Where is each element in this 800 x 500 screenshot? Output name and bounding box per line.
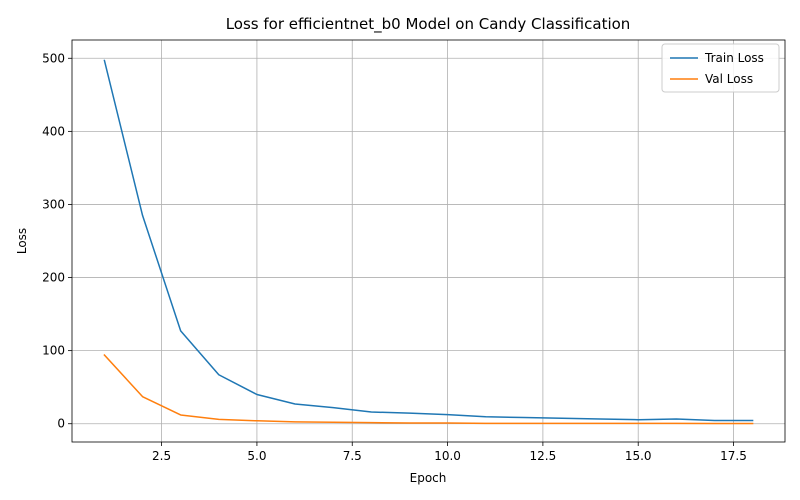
legend-box bbox=[661, 43, 780, 93]
legend: Train Loss Val Loss bbox=[661, 43, 780, 93]
chart-title: Loss for efficientnet_b0 Model on Candy … bbox=[226, 15, 631, 34]
x-tick-label: 7.5 bbox=[343, 449, 362, 463]
x-tick-label: 10.0 bbox=[434, 449, 461, 463]
series-line-val-loss bbox=[103, 353, 754, 425]
y-tick-label: 500 bbox=[42, 51, 65, 65]
series-line-train-loss bbox=[103, 59, 754, 422]
plot-area-frame bbox=[71, 39, 786, 443]
x-tick-label: 12.5 bbox=[530, 449, 557, 463]
legend-label: Train Loss bbox=[704, 51, 764, 65]
legend-label: Val Loss bbox=[705, 72, 753, 86]
x-tick-label: 15.0 bbox=[625, 449, 652, 463]
axis-ticks: 2.5 5.0 7.5 10.0 12.5 15.0 17.5 0 100 200 300 400 50… bbox=[42, 51, 747, 463]
y-axis-title: Loss bbox=[15, 228, 29, 254]
x-tick-label: 2.5 bbox=[152, 449, 171, 463]
y-tick-label: 100 bbox=[42, 344, 65, 358]
y-tick-label: 300 bbox=[42, 197, 65, 211]
y-tick-label: 400 bbox=[42, 124, 65, 138]
x-tick-label: 17.5 bbox=[720, 449, 747, 463]
series-lines bbox=[103, 59, 754, 425]
grid bbox=[72, 40, 785, 442]
x-axis-title: Epoch bbox=[410, 471, 447, 485]
y-tick-label: 0 bbox=[57, 417, 65, 431]
y-tick-label: 200 bbox=[42, 271, 65, 285]
x-tick-label: 5.0 bbox=[247, 449, 266, 463]
